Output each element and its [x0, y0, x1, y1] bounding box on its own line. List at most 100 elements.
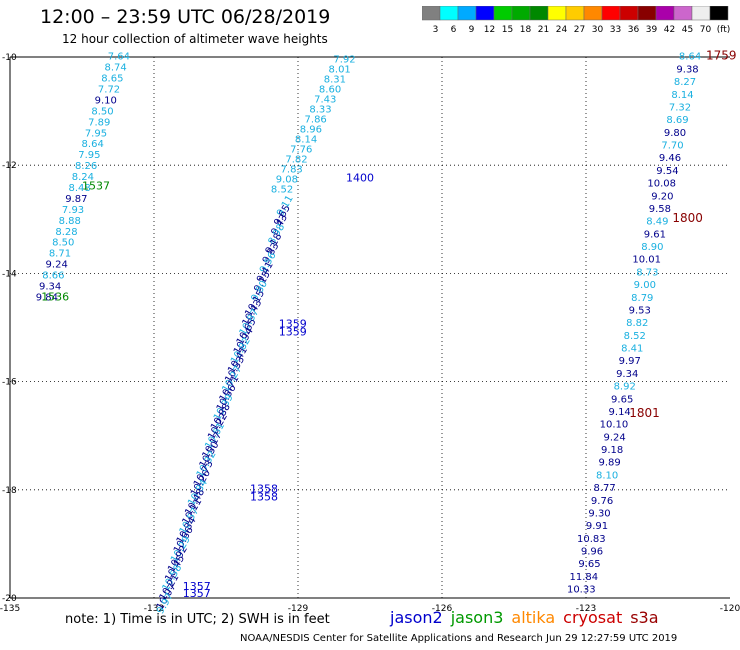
wave-height-value: 9.54: [656, 166, 678, 177]
wave-height-value: 8.71: [49, 249, 71, 260]
lat-tick-label: -10: [2, 53, 17, 63]
wave-height-value: 7.43: [314, 94, 336, 105]
colorbar-label: 9: [469, 25, 475, 34]
wave-height-value: 9.97: [619, 356, 641, 367]
lon-tick-label: -126: [432, 604, 453, 614]
time-label: 1357: [183, 580, 211, 593]
track-a: 7.648.748.657.729.108.507.897.958.647.95…: [36, 52, 130, 304]
colorbar-label: 6: [451, 25, 457, 34]
colorbar-label: 24: [556, 25, 568, 34]
wave-height-value: 8.01: [329, 64, 351, 75]
colorbar-label: 30: [592, 25, 604, 34]
wave-height-value: 10.01: [632, 255, 661, 266]
time-label: 1801: [629, 406, 660, 420]
wave-height-value: 8.77: [593, 483, 615, 494]
wave-height-value: 7.76: [290, 144, 312, 155]
wave-height-value: 9.65: [578, 559, 600, 570]
wave-height-value: 11.84: [569, 572, 598, 583]
wave-height-value: 8.48: [68, 183, 90, 194]
colorbar-label: 12: [484, 25, 495, 34]
wave-height-value: 9.84: [36, 292, 58, 303]
time-label: 1358: [250, 483, 278, 496]
wave-height-value: 9.10: [95, 95, 117, 106]
wave-height-value: 7.72: [98, 85, 120, 96]
wave-height-value: 9.96: [581, 547, 603, 558]
legend-jason3: jason3: [450, 608, 504, 627]
wave-height-value: 10.10: [600, 420, 629, 431]
time-label: 1357: [183, 587, 211, 600]
wave-height-value: 9.46: [659, 153, 681, 164]
wave-height-value: 8.66: [42, 271, 64, 282]
lon-tick-label: -132: [144, 604, 164, 614]
track-b-top: 7.928.018.318.607.438.337.868.968.147.76…: [271, 54, 356, 195]
colorbar-label: 70: [700, 25, 712, 34]
wave-height-value: 8.60: [319, 84, 341, 95]
wave-height-value: 10.08: [647, 179, 676, 190]
wave-height-value: 8.24: [72, 172, 94, 183]
wave-height-value: 8.49: [646, 217, 668, 228]
time-label: 1759: [706, 49, 737, 63]
wave-height-value: 9.24: [46, 260, 68, 271]
satellite-legend: jason2 jason3 altika cryosat s3a: [390, 608, 667, 627]
wave-height-value: 9.87: [65, 194, 87, 205]
time-label: 1358: [250, 491, 278, 504]
lat-tick-label: -20: [2, 594, 17, 604]
track-c: 8.649.38 8.27 8.147.32 8.69 9.80 7.709.46 9.54…: [567, 52, 701, 596]
wave-height-value: 8.27: [674, 77, 696, 88]
wave-height-value: 7.86: [305, 114, 327, 125]
colorbar-label: 15: [502, 25, 513, 34]
page-subtitle: 12 hour collection of altimeter wave hei…: [62, 32, 328, 46]
wave-height-value: 9.34: [39, 282, 61, 293]
swh-colorbar: 3 6 9 12 15 18 21 24 27 30 33 36 39 42 45 70 (ft): [422, 6, 731, 34]
wave-height-value: 9.80: [664, 128, 686, 139]
wave-height-value: 7.70: [661, 141, 683, 152]
credit-line: NOAA/NESDIS Center for Satellite Applica…: [240, 633, 678, 644]
wave-height-value: 8.50: [91, 106, 113, 117]
wave-height-value: 7.64: [108, 52, 130, 63]
wave-height-value: 8.74: [104, 63, 126, 74]
wave-height-value: 9.38: [676, 64, 698, 75]
wave-height-value: 7.89: [88, 117, 110, 128]
wave-height-value: 8.79: [631, 293, 653, 304]
wave-height-value: 9.24: [604, 432, 626, 443]
wave-height-value: 10.33: [567, 585, 596, 596]
wave-height-value: 7.82: [285, 154, 307, 165]
time-label: 1359: [279, 326, 307, 339]
colorbar-label: 42: [664, 25, 675, 34]
lat-tick-label: -14: [2, 269, 17, 279]
wave-height-value: 8.73: [636, 267, 658, 278]
lat-tick-label: -16: [2, 378, 17, 388]
track-b-mid: 9.119.659.438.989.189.839.569.419.159.80…: [155, 194, 296, 616]
time-label: 1536: [41, 290, 69, 303]
colorbar-label: 39: [646, 25, 658, 34]
colorbar-label: 18: [520, 25, 532, 34]
wave-height-value: 7.93: [62, 205, 84, 216]
colorbar-label: 27: [574, 25, 585, 34]
wave-height-value: 8.14: [671, 90, 693, 101]
footnote: note: 1) Time is in UTC; 2) SWH is in fe…: [65, 612, 330, 627]
wave-height-value: 7.32: [669, 102, 691, 113]
legend-jason2: jason2: [390, 608, 443, 627]
wave-height-value: 9.34: [616, 369, 638, 380]
wave-height-value: 8.64: [679, 52, 701, 63]
wave-height-value: 8.28: [55, 227, 77, 238]
wave-height-value: 8.90: [641, 242, 663, 253]
time-label: 1800: [672, 211, 703, 225]
wave-height-value: 8.14: [295, 134, 317, 145]
wave-height-value: 9.76: [591, 496, 613, 507]
wave-height-value: 8.65: [101, 74, 123, 85]
wave-height-value: 7.83: [281, 164, 303, 175]
wave-height-value: 9.30: [588, 508, 610, 519]
time-label: 1359: [279, 318, 307, 331]
wave-height-value: 9.20: [651, 191, 673, 202]
wave-height-value: 8.41: [621, 344, 643, 355]
lat-tick-label: -18: [2, 486, 17, 496]
colorbar-label: (ft): [717, 25, 731, 34]
wave-height-value: 8.88: [59, 216, 81, 227]
legend-cryosat: cryosat: [563, 608, 623, 627]
colorbar-label: 33: [610, 25, 621, 34]
colorbar-label: 3: [433, 25, 439, 34]
lat-tick-label: -12: [2, 161, 17, 171]
wave-height-value: 7.92: [333, 54, 355, 65]
